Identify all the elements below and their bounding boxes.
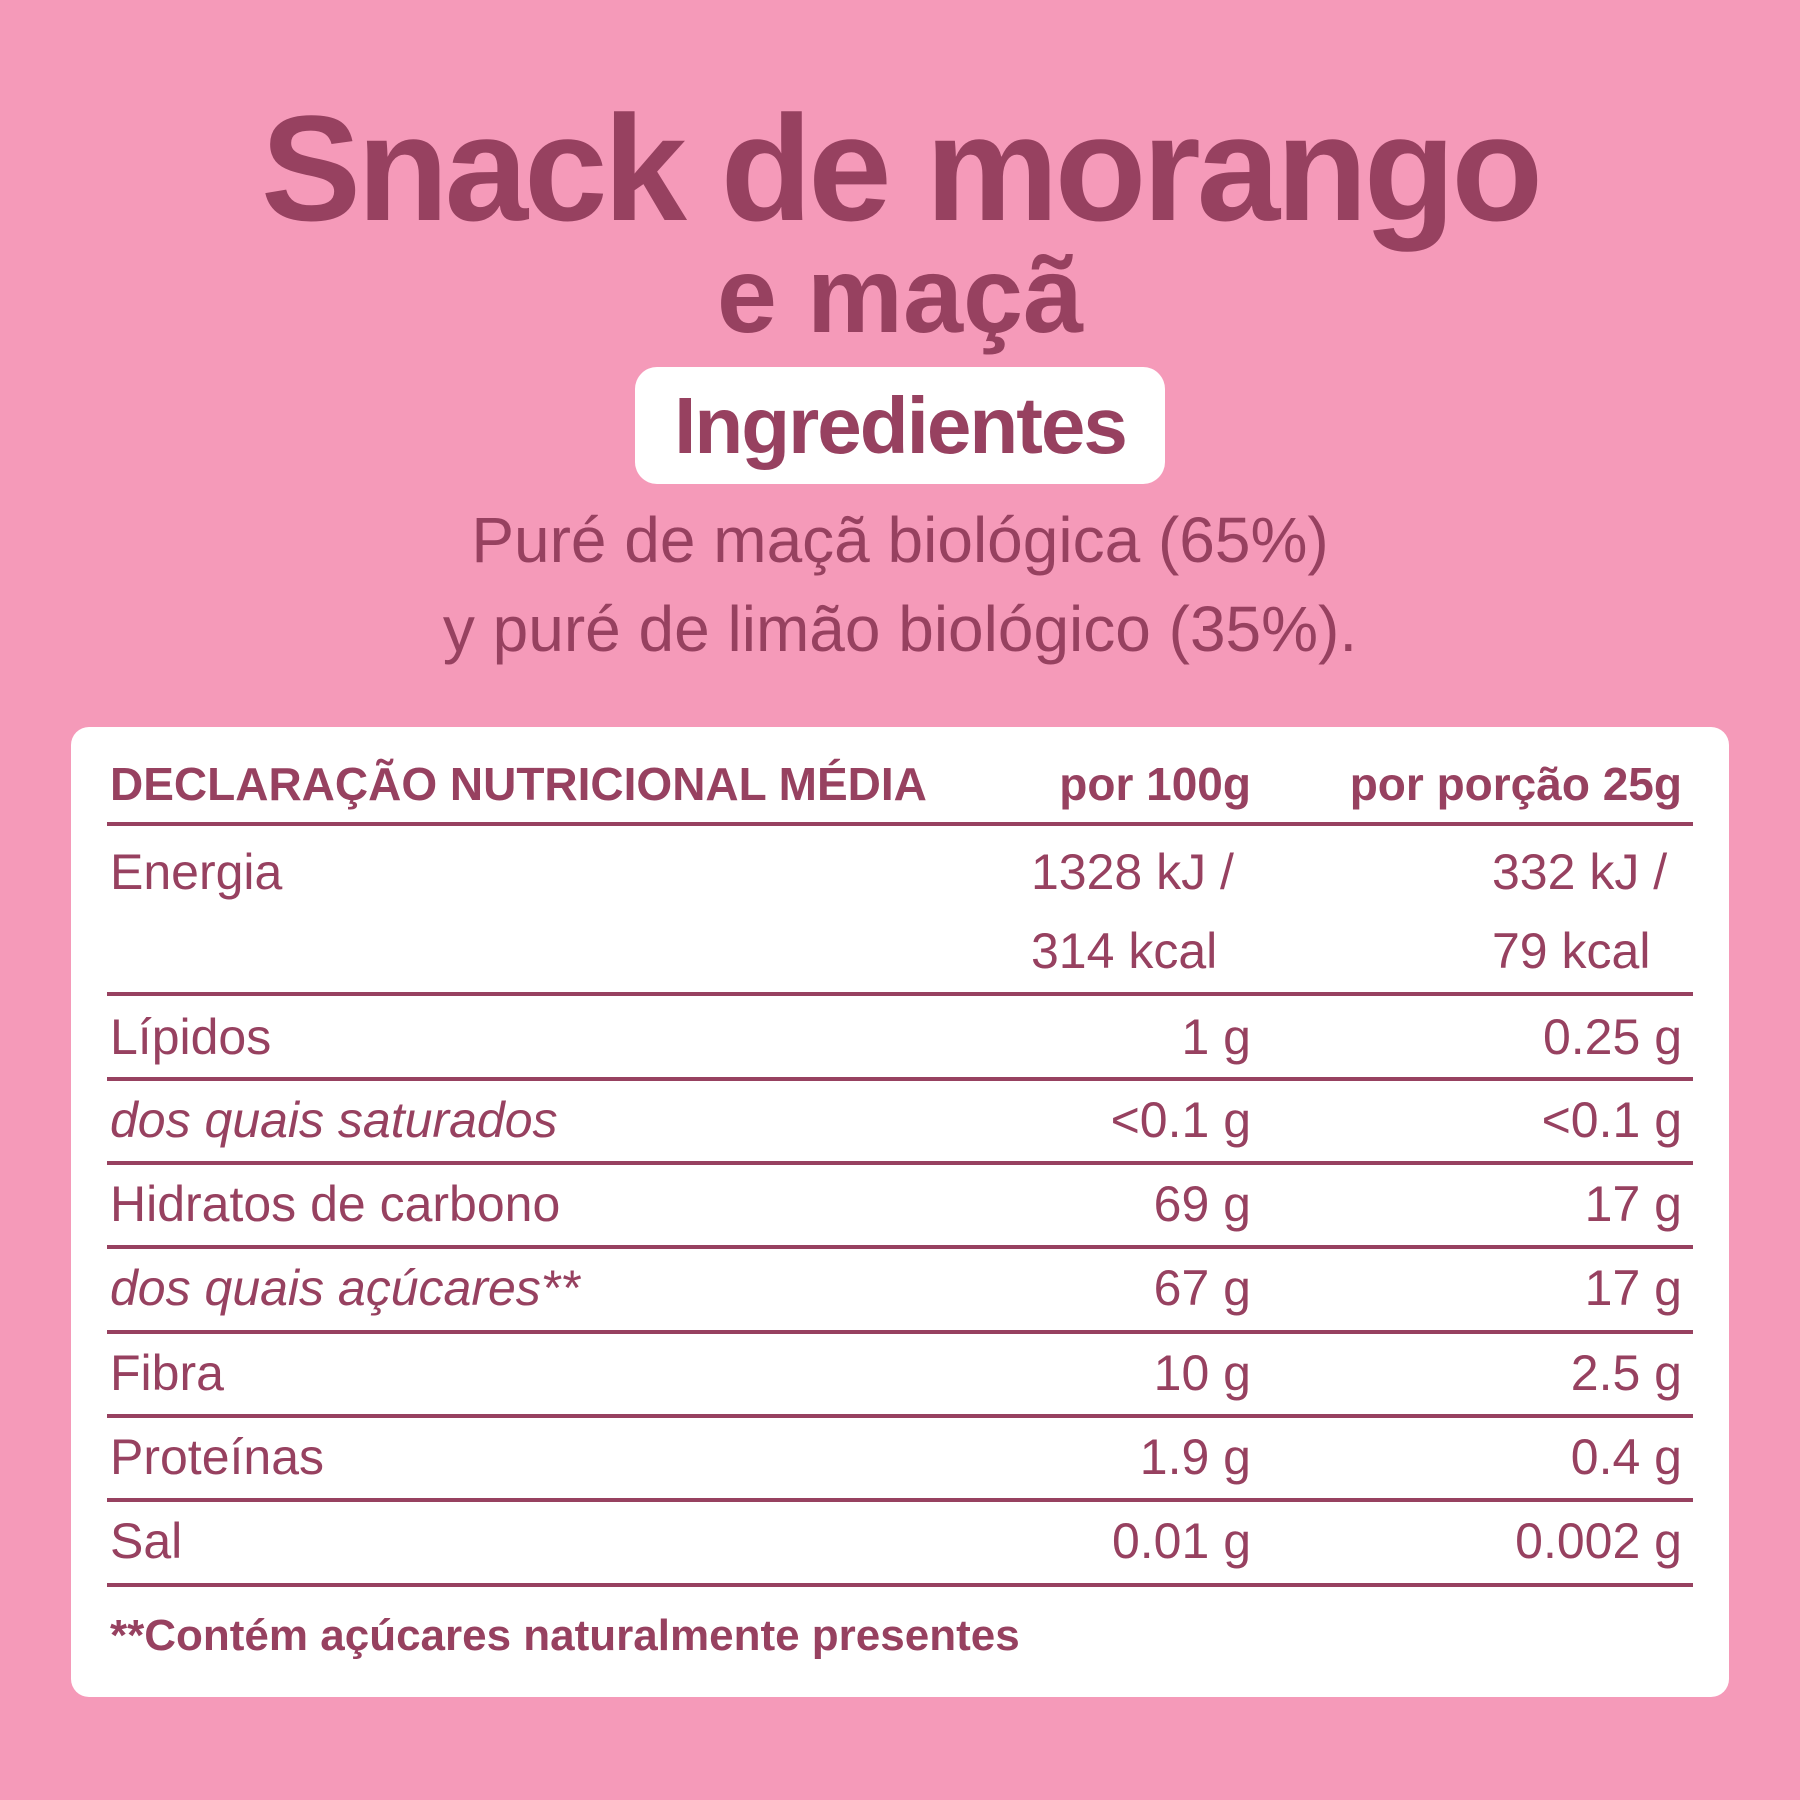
energy-per100-kj: 1328 kJ /: [1031, 844, 1234, 900]
header-declaration: DECLARAÇÃO NUTRICIONAL MÉDIA: [110, 758, 927, 810]
energy-portion-kcal: 79 kcal: [1492, 923, 1651, 979]
divider: [107, 822, 1693, 826]
footnote: **Contém açúcares naturalmente presentes: [110, 1611, 1020, 1660]
product-subtitle: e maçã: [716, 234, 1084, 355]
row-value-per100g: 69 g: [1153, 1176, 1251, 1232]
divider: [107, 1414, 1693, 1418]
header-per-100g: por 100g: [1059, 758, 1251, 810]
ingredients-line-1: Puré de maçã biológica (65%): [471, 504, 1329, 576]
row-label: Sal: [110, 1513, 183, 1569]
divider: [107, 1330, 1693, 1334]
divider: [107, 1498, 1693, 1502]
row-value-per100g: 0.01 g: [1111, 1513, 1251, 1569]
row-value-per-portion: 17 g: [1584, 1176, 1682, 1232]
header-per-portion: por porção 25g: [1349, 758, 1682, 810]
row-value-per-portion: <0.1 g: [1541, 1092, 1682, 1148]
energy-portion-kj: 332 kJ /: [1492, 844, 1668, 900]
row-label: Hidratos de carbono: [110, 1176, 561, 1232]
row-label: Fibra: [110, 1345, 224, 1401]
row-label: Proteínas: [110, 1429, 325, 1485]
divider: [107, 1161, 1693, 1165]
ingredients-heading: Ingredientes: [635, 367, 1165, 484]
ingredients-line-2: y puré de limão biológico (35%).: [442, 593, 1358, 665]
row-value-per-portion: 0.25 g: [1542, 1009, 1682, 1065]
row-value-per100g: <0.1 g: [1110, 1092, 1251, 1148]
ingredients-heading-text: Ingredientes: [674, 380, 1128, 470]
product-title: Snack de morango: [260, 84, 1543, 252]
row-value-per100g: 67 g: [1153, 1260, 1251, 1316]
energy-per100-kcal: 314 kcal: [1031, 923, 1218, 979]
row-value-per-portion: 17 g: [1584, 1260, 1682, 1316]
divider: [107, 992, 1693, 996]
row-value-per100g: 1.9 g: [1139, 1429, 1251, 1485]
row-value-per100g: 10 g: [1153, 1345, 1251, 1401]
row-value-per-portion: 0.002 g: [1515, 1513, 1682, 1569]
divider: [107, 1583, 1693, 1587]
row-label: Lípidos: [110, 1009, 272, 1065]
row-label: dos quais açúcares**: [110, 1260, 580, 1316]
row-value-per-portion: 2.5 g: [1570, 1345, 1682, 1401]
row-value-per100g: 1 g: [1181, 1009, 1251, 1065]
row-label: dos quais saturados: [110, 1092, 558, 1148]
divider: [107, 1077, 1693, 1081]
row-value-per-portion: 0.4 g: [1570, 1429, 1682, 1485]
energy-label: Energia: [110, 844, 283, 900]
divider: [107, 1245, 1693, 1249]
nutrition-table-card: [71, 727, 1729, 1697]
